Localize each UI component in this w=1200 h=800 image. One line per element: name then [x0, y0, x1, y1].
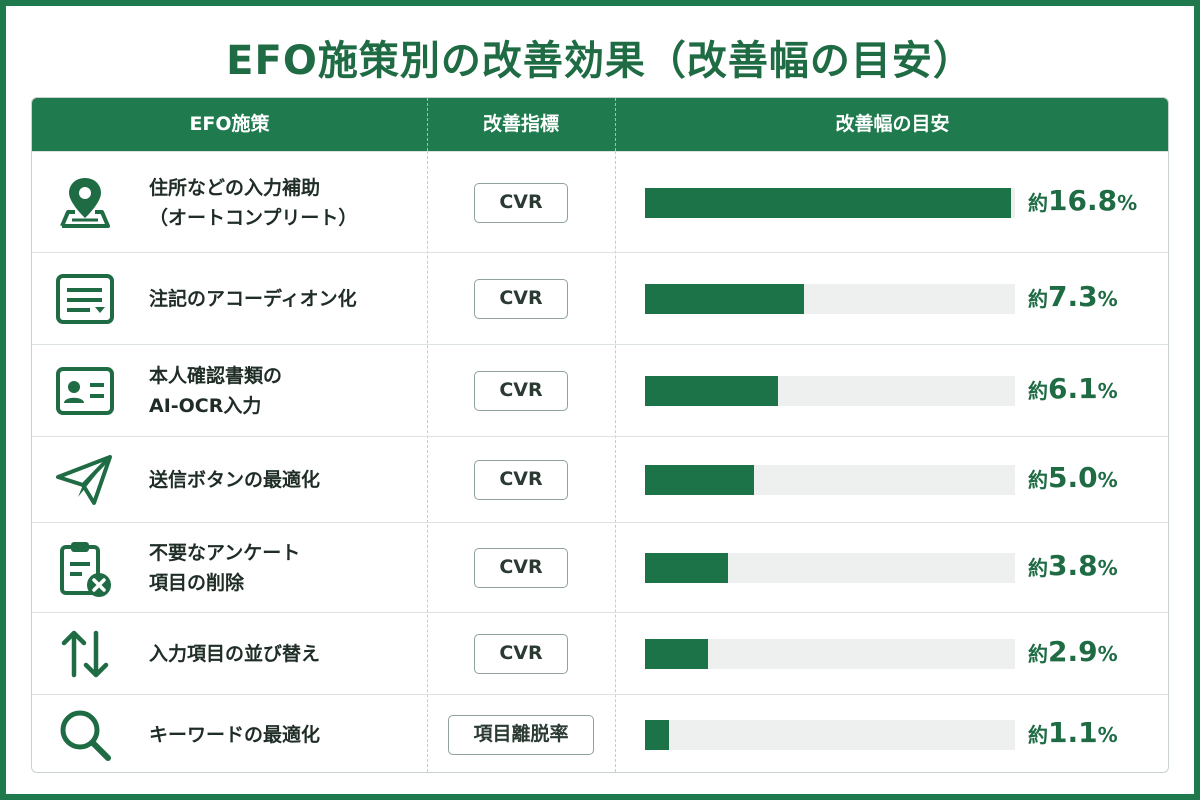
metric-badge: CVR [474, 279, 568, 319]
data-label-unit: % [1097, 468, 1118, 492]
header-metric: 改善指標 [482, 113, 559, 135]
data-label-unit: % [1117, 190, 1138, 215]
data-label-unit: % [1097, 642, 1118, 666]
clipboard-remove-icon [50, 533, 120, 603]
data-label-value: 7.3 [1048, 280, 1098, 313]
bar-track [645, 720, 1015, 750]
header-divider [427, 98, 428, 151]
bar-track [645, 187, 1015, 218]
metric-badge: CVR [474, 182, 568, 223]
table-row: 不要なアンケート 項目の削除 CVR 約3.8% [32, 522, 1168, 612]
data-label-value: 6.1 [1048, 372, 1098, 405]
table-row: 住所などの入力補助 （オートコンプリート） CVR 約16.8% [32, 151, 1168, 252]
data-label-unit: % [1097, 287, 1118, 311]
measure-label: 不要なアンケート 項目の削除 [149, 538, 419, 598]
column-divider [615, 151, 616, 772]
data-label: 約1.1% [1028, 716, 1138, 749]
note-list-icon [50, 264, 120, 334]
id-card-icon [50, 356, 120, 426]
page-title: EFO施策別の改善効果（改善幅の目安） [226, 38, 974, 84]
data-label-prefix: 約 [1028, 190, 1048, 215]
bar-track [645, 639, 1015, 669]
data-label-unit: % [1097, 556, 1118, 580]
measure-label-line: 入力項目の並び替え [149, 643, 321, 665]
bar-track [645, 553, 1015, 583]
bar [645, 553, 728, 583]
measure-label-line: （オートコンプリート） [149, 206, 358, 229]
measure-label: 入力項目の並び替え [149, 639, 419, 669]
data-label-value: 1.1 [1048, 716, 1098, 749]
measure-label: 送信ボタンの最適化 [149, 465, 419, 495]
data-label: 約7.3% [1028, 280, 1138, 313]
bar [645, 284, 804, 314]
data-label-prefix: 約 [1028, 556, 1048, 580]
measure-label: キーワードの最適化 [149, 720, 419, 750]
data-label-value: 5.0 [1048, 461, 1098, 494]
effect-table: EFO施策 改善指標 改善幅の目安 住所などの入力補助 （オートコンプリート） CV… [31, 97, 1169, 773]
metric-badge: CVR [474, 548, 568, 588]
bar [645, 187, 1011, 218]
table-header: EFO施策 改善指標 改善幅の目安 [32, 98, 1168, 151]
metric-badge: CVR [474, 371, 568, 411]
data-label-unit: % [1097, 723, 1118, 747]
bar-track [645, 465, 1015, 495]
data-label-prefix: 約 [1028, 723, 1048, 747]
bar-track [645, 284, 1015, 314]
measure-label-line: 項目の削除 [149, 572, 245, 594]
data-label-prefix: 約 [1028, 287, 1048, 311]
measure-label-line: 注記のアコーディオン化 [149, 288, 357, 310]
measure-label: 注記のアコーディオン化 [149, 284, 419, 314]
header-measure: EFO施策 [189, 113, 270, 135]
measure-label: 本人確認書類の AI-OCR入力 [149, 361, 419, 421]
data-label-value: 2.9 [1048, 635, 1098, 668]
data-label-prefix: 約 [1028, 468, 1048, 492]
header-range: 改善幅の目安 [835, 113, 950, 135]
data-label: 約16.8% [1028, 184, 1138, 217]
search-icon [50, 700, 120, 770]
data-label: 約3.8% [1028, 549, 1138, 582]
metric-badge: CVR [474, 460, 568, 500]
table-row: 送信ボタンの最適化 CVR 約5.0% [32, 436, 1168, 522]
table-row: 入力項目の並び替え CVR 約2.9% [32, 612, 1168, 694]
column-divider [427, 151, 428, 772]
metric-badge: 項目離脱率 [448, 715, 594, 755]
paper-plane-icon [50, 445, 120, 515]
measure-label-line: キーワードの最適化 [149, 724, 321, 746]
measure-label-line: 本人確認書類の [149, 365, 283, 387]
table-row: 注記のアコーディオン化 CVR 約7.3% [32, 252, 1168, 344]
bar-track [645, 376, 1015, 406]
data-label: 約6.1% [1028, 372, 1138, 405]
measure-label: 住所などの入力補助 （オートコンプリート） [149, 173, 419, 233]
data-label-prefix: 約 [1028, 642, 1048, 666]
bar [645, 465, 754, 495]
data-label: 約5.0% [1028, 461, 1138, 494]
data-label: 約2.9% [1028, 635, 1138, 668]
bar [645, 639, 708, 669]
measure-label-line: 送信ボタンの最適化 [149, 469, 321, 491]
bar [645, 720, 669, 750]
data-label-value: 3.8 [1048, 549, 1098, 582]
table-row: キーワードの最適化 項目離脱率 約1.1% [32, 694, 1168, 772]
sort-arrows-icon [50, 619, 120, 689]
map-pin-icon [50, 168, 120, 238]
data-label-prefix: 約 [1028, 379, 1048, 403]
measure-label-line: 住所などの入力補助 [149, 176, 321, 199]
measure-label-line: 不要なアンケート [149, 542, 301, 564]
table-row: 本人確認書類の AI-OCR入力 CVR 約6.1% [32, 344, 1168, 436]
data-label-unit: % [1097, 379, 1118, 403]
bar [645, 376, 778, 406]
data-label-value: 16.8 [1048, 183, 1118, 217]
header-divider [615, 98, 616, 151]
metric-badge: CVR [474, 634, 568, 674]
measure-label-line: AI-OCR入力 [149, 395, 262, 417]
